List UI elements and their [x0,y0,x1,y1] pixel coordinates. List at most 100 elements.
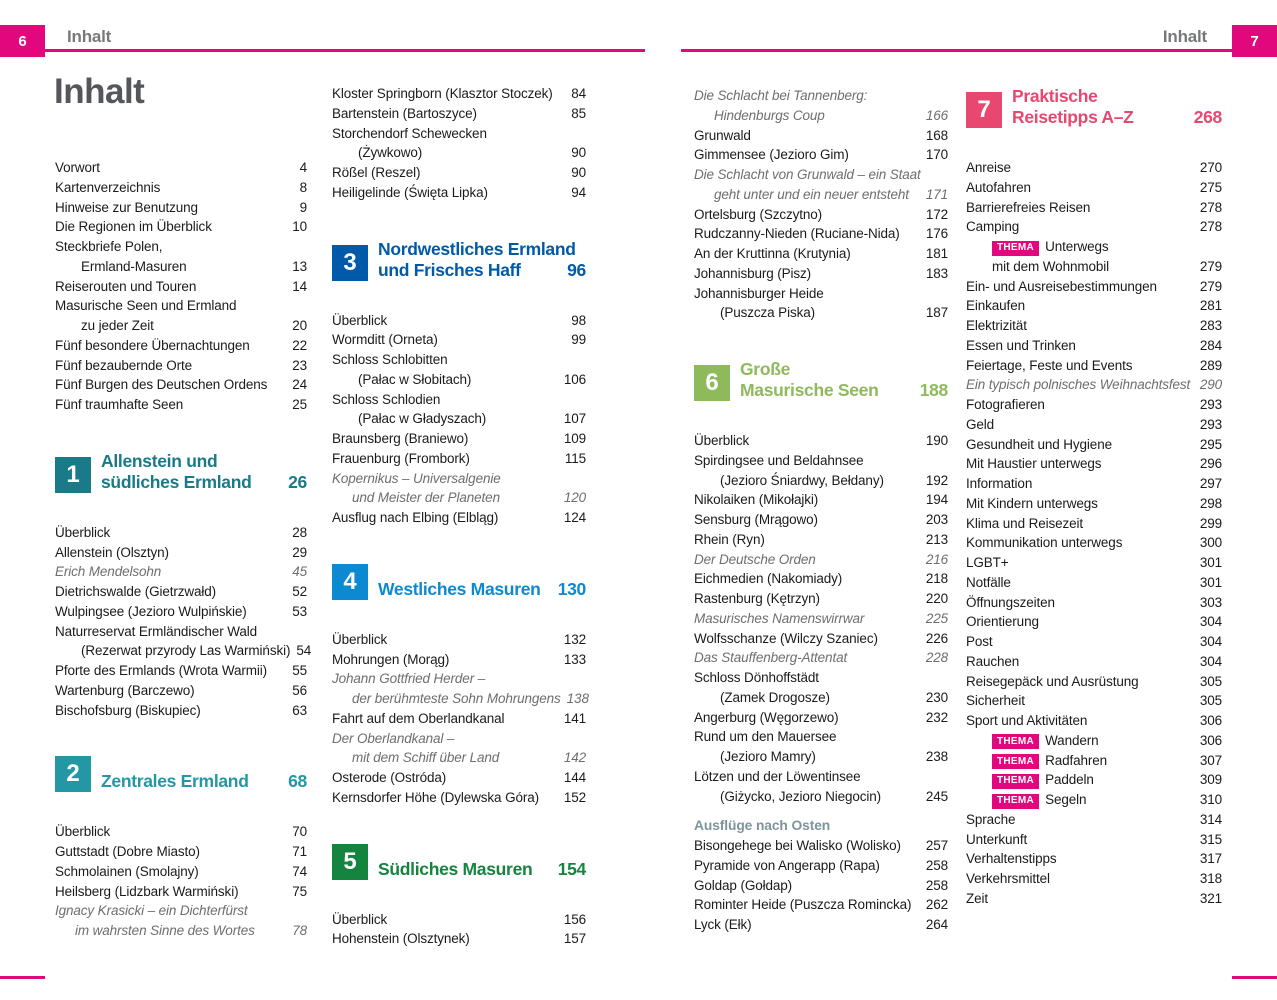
toc-entry: Verhaltenstipps 317 [966,849,1222,869]
toc-page-number: 264 [925,917,948,932]
toc-entry: Lyck (Ełk) 264 [694,915,948,935]
toc-entry: Kernsdorfer Höhe (Dylewska Góra) 152 [332,788,586,808]
toc-page-number: 107 [563,411,586,427]
toc-entry: Johannisburger Heide (Puszcza Piska) 187 [694,284,948,324]
toc-page-number: 94 [571,184,586,200]
toc-page-number: 228 [925,650,948,666]
toc-entry-text: geht unter und ein neuer entsteht [714,186,909,202]
toc-page-number: 70 [292,824,307,840]
toc-entry-line: im wahrsten Sinne des Wortes 78 [55,921,307,941]
toc-entry-text: (Żywkowo) [358,145,423,161]
toc-page-number: 24 [292,377,307,393]
toc-page-number: 257 [925,838,948,853]
toc-entry-line: Geld 293 [966,415,1222,435]
toc-entry-text: Barrierefreies Reisen [966,199,1091,215]
toc-entry-line: Unterkunft 315 [966,830,1222,850]
toc-entry-text: Johannisburger Heide [694,285,824,301]
toc-entry-line: Feiertage, Feste und Events 289 [966,356,1222,376]
toc-page-number: 115 [564,450,586,466]
toc-page-number: 304 [1199,614,1222,630]
toc-entry-line: Hinweise zur Benutzung 9 [55,198,307,218]
toc-entry-line: THEMA Radfahren 307 [966,751,1222,771]
toc-entry: LGBT+ 301 [966,553,1222,573]
toc-entry: Sprache 314 [966,810,1222,830]
section-title: Südliches Masuren 154 [378,859,586,880]
toc-entry-text: Masurisches Namenswirrwar [694,610,865,626]
toc-entry: Schloss Dönhoffstädt (Zamek Drogosze) 230 [694,668,948,708]
toc-entry-text: Einkaufen [966,298,1025,314]
toc-entry: Überblick 70 [55,822,307,842]
section-page-number: 26 [288,471,307,492]
toc-entry-text: mit dem Schiff über Land [352,750,500,766]
toc-entry: Frauenburg (Frombork) 115 [332,449,586,469]
toc-entry-line: Heilsberg (Lidzbark Warmiński) 75 [55,882,307,902]
toc-page-number: 238 [925,749,948,764]
toc-entry-line: Die Schlacht von Grunwald – ein Staat [694,165,948,185]
toc-entry-text: der berühmteste Sohn Mohrungens [352,691,561,706]
toc-column-1: Vorwort 4 Kartenverzeichnis 8 Hinweise zur B… [55,158,311,941]
toc-page-number: 289 [1199,357,1222,373]
toc-page-number: 132 [563,631,586,647]
section-title-line: und Frisches Haff 96 [378,260,586,281]
toc-entry-line: Rauchen 304 [966,652,1222,672]
toc-page-number: 98 [571,312,586,328]
toc-page-number: 290 [1199,377,1222,393]
toc-entry: Kloster Springborn (Klasztor Stoczek) 84 [332,84,586,104]
toc-page-number: 171 [925,186,948,202]
toc-entry: Bischofsburg (Biskupiec) 63 [55,701,307,721]
toc-entry-line: Allenstein (Olsztyn) 29 [55,543,307,563]
toc-entry-line: Essen und Trinken 284 [966,336,1222,356]
section-title: Zentrales Ermland 68 [101,771,307,792]
toc-entry-line: Rastenburg (Kętrzyn) 220 [694,589,948,609]
section-title-text: Praktische [1012,86,1098,106]
toc-page-number: 203 [925,512,948,527]
toc-entry: THEMA Unterwegs mit dem Wohnmobil 279 [966,237,1222,277]
left-page-number: 6 [18,32,27,50]
toc-entry: Sicherheit 305 [966,691,1222,711]
toc-page-number: 309 [1199,772,1222,788]
toc-entry-line: Klima und Reisezeit 299 [966,514,1222,534]
toc-entry: Mit Kindern unterwegs 298 [966,494,1222,514]
toc-entry-line: Nikolaiken (Mikołajki) 194 [694,490,948,510]
toc-entry-line: Schloss Dönhoffstädt [694,668,948,688]
toc-column-4: 7 Praktische Reisetipps A–Z 268 Anreise 270 Au… [966,86,1222,909]
toc-column-2: Kloster Springborn (Klasztor Stoczek) 84 B… [332,84,589,949]
toc-entry: Die Schlacht bei Tannenberg: Hindenburgs … [694,86,948,126]
toc-entry-line: Pforte des Ermlands (Wrota Warmii) 55 [55,661,307,681]
toc-entry-line: Bisongehege bei Walisko (Wolisko) 257 [694,836,948,856]
toc-page-number: 63 [292,702,307,718]
toc-entry-line: Gesundheit und Hygiene 295 [966,435,1222,455]
toc-entry-text: Spirdingsee und Beldahnsee [694,452,864,468]
toc-entry-line: Osterode (Ostróda) 144 [332,768,586,788]
toc-entry-text: Johannisburg (Pisz) [694,265,812,281]
section-title-line: Westliches Masuren 130 [378,579,586,600]
section-page-number: 154 [557,858,587,879]
toc-page-number: 183 [925,265,948,281]
toc-page-number: 54 [296,643,312,659]
toc-entry: Überblick 156 [332,910,586,930]
toc-entry-text: Guttstadt (Dobre Miasto) [55,844,200,859]
toc-entry: Wormditt (Orneta) 99 [332,330,586,350]
toc-entry: Hinweise zur Benutzung 9 [55,198,307,218]
toc-entry-line: Rudczanny-Nieden (Ruciane-Nida) 176 [694,224,948,244]
toc-entry-text: THEMA Paddeln [992,770,1094,790]
toc-entry-line: Storchendorf Schewecken [332,124,586,144]
section-header: 5 Südliches Masuren 154 [332,843,586,880]
toc-entry-text: Kloster Springborn (Klasztor Stoczek) [332,86,553,101]
toc-entry-text: Der Deutsche Orden [694,551,816,567]
toc-entry-line: Camping 278 [966,217,1222,237]
toc-entry-line: Mit Kindern unterwegs 298 [966,494,1222,514]
toc-entry-line: Fünf traumhafte Seen 25 [55,395,307,415]
toc-entry-line: Fahrt auf dem Oberlandkanal 141 [332,709,586,729]
toc-entry-text: Heilsberg (Lidzbark Warmiński) [55,883,239,899]
toc-entry: Angerburg (Węgorzewo) 232 [694,708,948,728]
toc-entry-text: Frauenburg (Frombork) [332,450,470,466]
toc-entry: Überblick 98 [332,311,586,331]
toc-page-number: 109 [563,431,586,446]
toc-entry-line: (Pałac w Słobitach) 106 [332,370,586,390]
toc-page-number: 8 [299,179,308,195]
toc-page-number: 192 [925,472,948,488]
page-title: Inhalt [54,72,145,111]
toc-page-number: 194 [925,492,948,508]
